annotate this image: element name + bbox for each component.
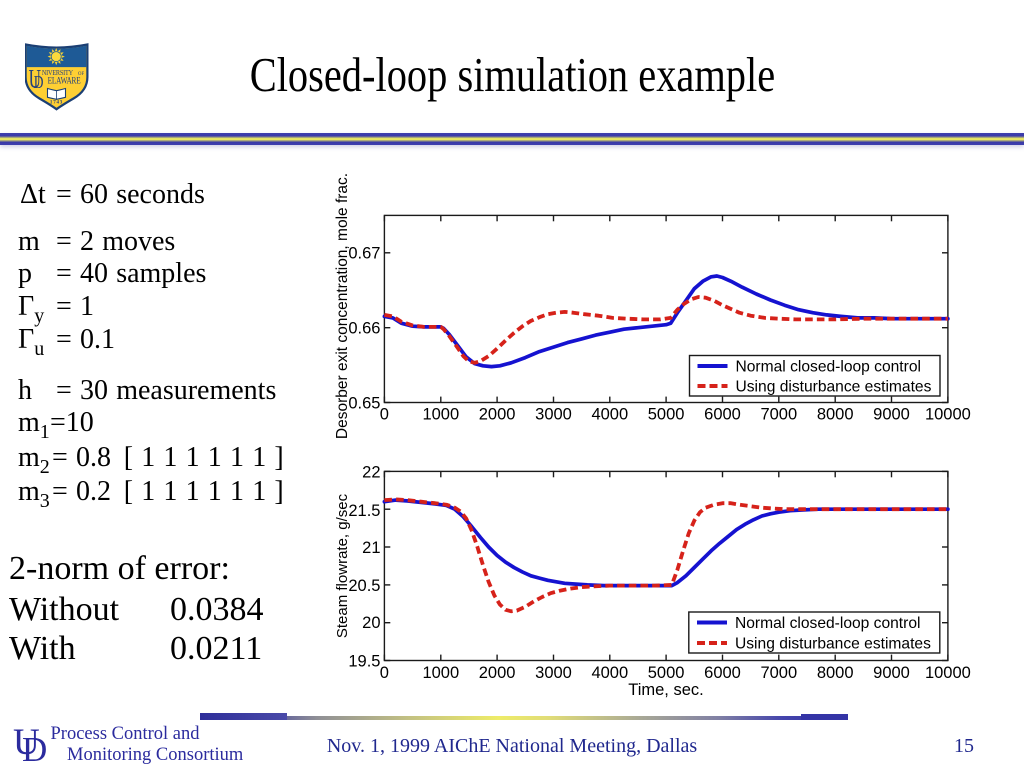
svg-text:6000: 6000 [704,406,741,424]
svg-text:3000: 3000 [535,664,572,682]
svg-text:21.5: 21.5 [348,502,380,520]
svg-text:10000: 10000 [925,664,971,682]
svg-text:6000: 6000 [704,664,741,682]
svg-text:5000: 5000 [648,664,685,682]
svg-text:0.66: 0.66 [348,320,380,338]
svg-text:1000: 1000 [422,406,459,424]
svg-text:4000: 4000 [591,406,628,424]
svg-text:NIVERSITY: NIVERSITY [42,68,73,77]
svg-text:20: 20 [362,614,380,632]
svg-text:20.5: 20.5 [348,577,380,595]
svg-text:Normal closed-loop control: Normal closed-loop control [736,359,921,376]
svg-text:9000: 9000 [873,664,910,682]
svg-text:D: D [22,730,47,767]
svg-text:ELAWARE: ELAWARE [48,74,81,85]
svg-text:D: D [34,73,44,92]
svg-text:1743: 1743 [50,100,63,105]
svg-text:21: 21 [362,539,380,557]
svg-text:22: 22 [362,463,380,481]
svg-text:OF: OF [78,72,84,77]
svg-text:8000: 8000 [817,664,854,682]
svg-text:U: U [13,723,40,763]
svg-text:Steam flowrate, g/sec: Steam flowrate, g/sec [334,493,351,638]
svg-text:2000: 2000 [479,406,516,424]
svg-text:Normal closed-loop control: Normal closed-loop control [735,615,920,632]
svg-text:U: U [29,64,41,94]
svg-text:3000: 3000 [535,406,572,424]
svg-text:4000: 4000 [591,664,628,682]
svg-text:Using disturbance estimates: Using disturbance estimates [736,379,932,396]
svg-text:1000: 1000 [422,664,459,682]
svg-text:Desorber exit concentration, m: Desorber exit concentration, mole frac. [334,173,351,439]
svg-text:0.67: 0.67 [348,245,380,263]
svg-text:2000: 2000 [479,664,516,682]
svg-text:9000: 9000 [873,406,910,424]
svg-text:0.65: 0.65 [348,394,380,412]
svg-text:0: 0 [380,406,389,424]
svg-text:7000: 7000 [760,664,797,682]
svg-text:8000: 8000 [817,406,854,424]
svg-text:0: 0 [380,664,389,682]
svg-text:Using disturbance estimates: Using disturbance estimates [735,636,931,653]
svg-text:5000: 5000 [648,406,685,424]
svg-text:10000: 10000 [925,406,971,424]
svg-text:7000: 7000 [760,406,797,424]
svg-text:19.5: 19.5 [348,652,380,670]
svg-text:Time, sec.: Time, sec. [628,681,703,699]
